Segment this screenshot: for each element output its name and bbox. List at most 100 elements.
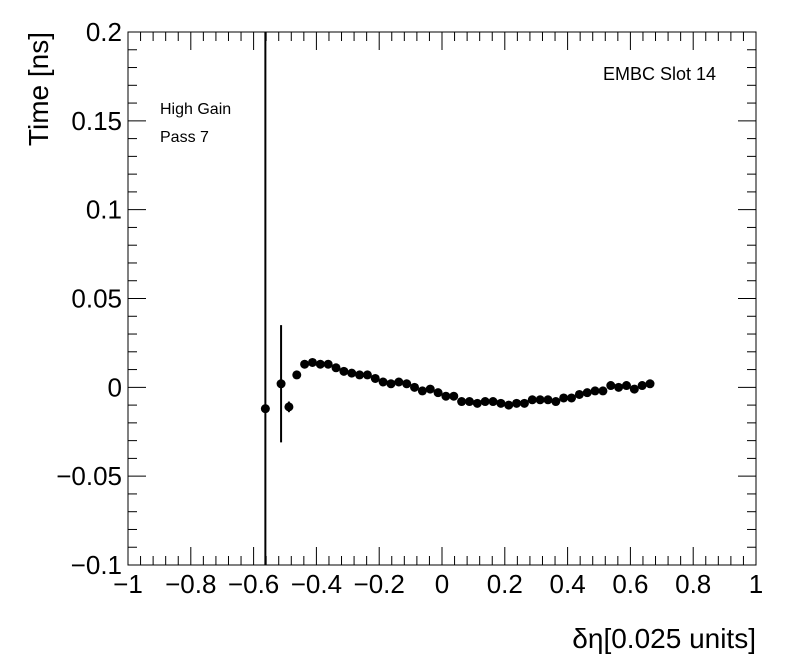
data-point: [331, 363, 341, 373]
point-marker: [614, 382, 624, 392]
data-point: [637, 381, 647, 391]
point-marker: [543, 395, 553, 405]
data-point: [543, 395, 553, 405]
data-point: [590, 386, 600, 396]
point-marker: [355, 370, 365, 380]
x-tick-label: 0.2: [487, 569, 523, 599]
data-point: [339, 366, 349, 376]
point-marker: [410, 382, 420, 392]
point-marker: [504, 400, 514, 410]
data-point: [449, 391, 459, 401]
point-marker: [512, 398, 522, 408]
data-point: [574, 389, 584, 399]
data-point: [433, 388, 443, 398]
point-marker: [464, 397, 474, 407]
data-point: [370, 373, 380, 383]
x-axis-label: δη[0.025 units]: [572, 623, 756, 654]
point-marker: [629, 384, 639, 394]
x-tick-label: −0.8: [165, 569, 216, 599]
data-point: [559, 393, 569, 403]
point-marker: [472, 398, 482, 408]
data-point: [527, 395, 537, 405]
point-marker: [425, 384, 435, 394]
point-marker: [449, 391, 459, 401]
x-tick-label: 1: [749, 569, 763, 599]
point-marker: [339, 366, 349, 376]
data-point: [614, 382, 624, 392]
data-point: [567, 393, 577, 403]
data-point: [260, 32, 270, 565]
point-marker: [315, 359, 325, 369]
point-marker: [362, 370, 372, 380]
data-point: [323, 359, 333, 369]
point-marker: [433, 388, 443, 398]
point-marker: [347, 368, 357, 378]
x-tick-label: −0.2: [354, 569, 405, 599]
point-marker: [457, 397, 467, 407]
point-marker: [402, 379, 412, 389]
data-point: [582, 388, 592, 398]
data-point: [504, 400, 514, 410]
x-tick-label: −1: [113, 569, 143, 599]
point-marker: [488, 397, 498, 407]
data-point: [410, 382, 420, 392]
y-tick-label: 0.2: [86, 17, 122, 47]
data-point: [425, 384, 435, 394]
x-tick-label: 0.6: [612, 569, 648, 599]
point-marker: [300, 359, 310, 369]
point-marker: [637, 381, 647, 391]
y-tick-label: −0.05: [56, 461, 122, 491]
point-marker: [551, 397, 561, 407]
annotation-high-gain: High Gain: [160, 101, 231, 118]
y-axis-label: Time [ns]: [23, 32, 54, 146]
data-point: [645, 379, 655, 389]
y-tick-label: 0: [108, 372, 122, 402]
point-marker: [292, 370, 302, 380]
axis-tick-labels: −1 −0.8 −0.6 −0.4 −0.2 0 0.2 0.4 0.6 0.8 1 −0.1 −0.0…: [56, 17, 763, 599]
point-marker: [370, 373, 380, 383]
point-marker: [323, 359, 333, 369]
point-marker: [386, 379, 396, 389]
x-tick-label: −0.6: [228, 569, 279, 599]
data-point: [355, 370, 365, 380]
annotation-top-right: EMBC Slot 14: [603, 64, 716, 84]
point-marker: [441, 391, 451, 401]
point-marker: [496, 398, 506, 408]
data-point: [362, 370, 372, 380]
point-marker: [307, 357, 317, 367]
point-marker: [394, 377, 404, 387]
point-marker: [527, 395, 537, 405]
data-point: [386, 379, 396, 389]
point-marker: [417, 386, 427, 396]
point-marker: [582, 388, 592, 398]
data-point: [300, 359, 310, 369]
data-point: [417, 386, 427, 396]
point-marker: [331, 363, 341, 373]
data-point: [276, 325, 286, 443]
y-tick-label: 0.1: [86, 195, 122, 225]
point-marker: [378, 377, 388, 387]
data-point: [535, 395, 545, 405]
y-tick-label: 0.05: [71, 284, 122, 314]
point-marker: [598, 386, 608, 396]
data-point: [457, 397, 467, 407]
data-point: [472, 398, 482, 408]
data-point: [284, 401, 294, 413]
point-marker: [559, 393, 569, 403]
x-tick-label: 0: [435, 569, 449, 599]
data-point: [512, 398, 522, 408]
data-point: [347, 368, 357, 378]
point-marker: [284, 402, 294, 412]
data-point: [441, 391, 451, 401]
point-marker: [606, 381, 616, 391]
data-point: [488, 397, 498, 407]
data-point: [315, 359, 325, 369]
x-tick-label: −0.4: [291, 569, 342, 599]
data-point: [307, 357, 317, 367]
point-marker: [567, 393, 577, 403]
y-tick-label: −0.1: [71, 550, 122, 580]
point-marker: [590, 386, 600, 396]
data-point: [551, 397, 561, 407]
point-marker: [480, 397, 490, 407]
